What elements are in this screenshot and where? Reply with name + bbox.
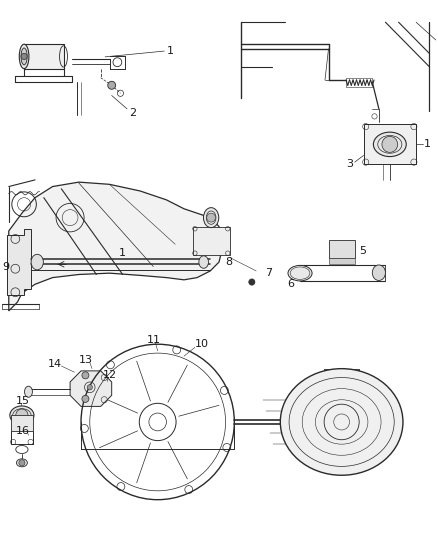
Circle shape [19,459,25,466]
Text: 9: 9 [2,262,9,271]
Text: 1: 1 [167,46,174,56]
Bar [364,124,416,164]
Ellipse shape [19,44,29,69]
Circle shape [87,385,92,390]
Text: 12: 12 [103,370,117,381]
Text: 2: 2 [129,108,136,118]
Ellipse shape [280,369,403,475]
Bar [328,257,355,264]
Ellipse shape [21,48,27,65]
Ellipse shape [373,132,406,157]
Polygon shape [9,182,223,311]
Polygon shape [7,229,31,295]
Text: 11: 11 [147,335,161,345]
Text: 16: 16 [15,426,29,436]
Text: 8: 8 [226,257,233,267]
Text: 7: 7 [265,268,272,278]
Text: 1: 1 [424,139,431,149]
Text: 3: 3 [346,159,353,169]
Circle shape [82,395,89,402]
Ellipse shape [25,386,32,397]
Ellipse shape [204,208,219,228]
Circle shape [21,53,27,60]
Ellipse shape [10,406,34,425]
Bar [11,415,33,431]
Bar [193,227,230,255]
Ellipse shape [288,265,312,281]
Text: 13: 13 [79,355,93,365]
Circle shape [108,82,116,90]
Circle shape [207,213,215,222]
Bar [24,44,64,69]
Ellipse shape [199,256,208,268]
Ellipse shape [17,459,27,467]
Text: 14: 14 [48,359,62,369]
Circle shape [249,279,255,285]
Text: 5: 5 [359,246,366,256]
Ellipse shape [372,265,385,280]
Circle shape [82,372,89,379]
Text: 6: 6 [287,279,294,289]
Bar [328,240,355,257]
Text: 15: 15 [15,395,29,406]
Text: 10: 10 [195,339,209,349]
Polygon shape [70,371,112,406]
Circle shape [16,409,28,422]
Circle shape [382,136,398,152]
Text: 1: 1 [119,248,126,258]
Ellipse shape [31,254,43,270]
